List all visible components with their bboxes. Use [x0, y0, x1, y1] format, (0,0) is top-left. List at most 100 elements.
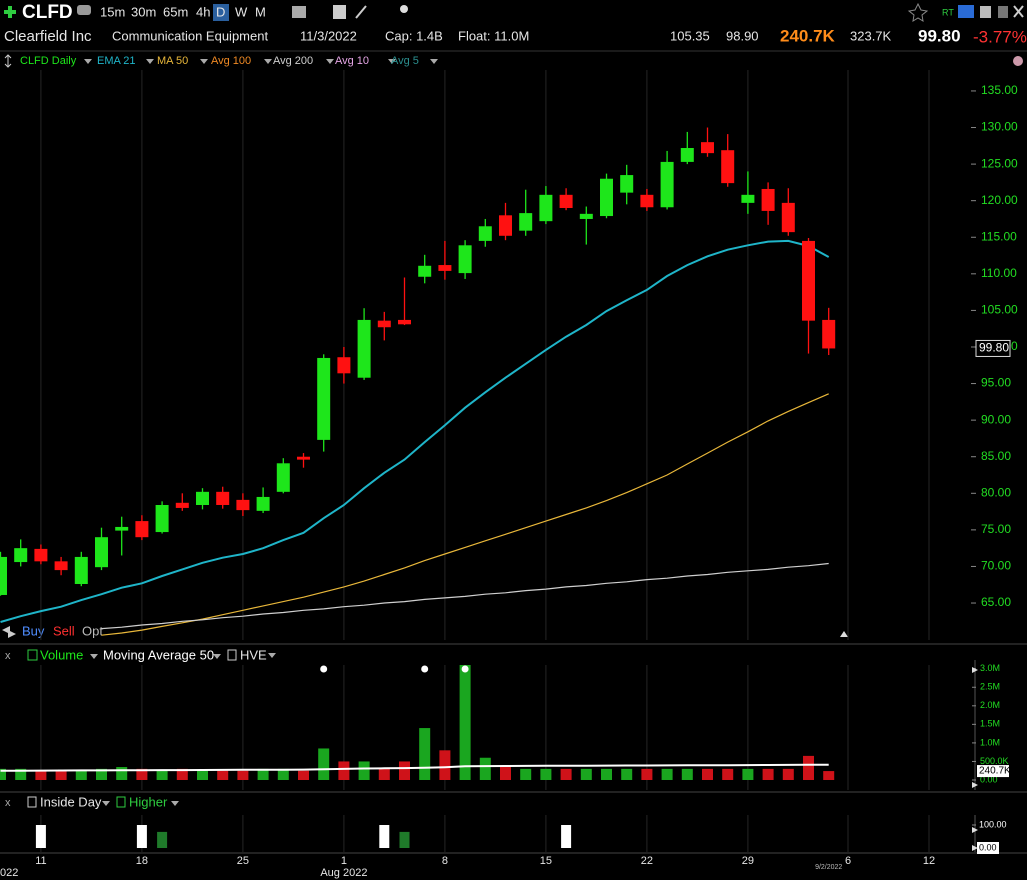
x-tick-label: 15 [540, 855, 552, 867]
candle-body [478, 226, 492, 241]
dropdown[interactable] [84, 59, 92, 64]
gear-icon[interactable] [77, 5, 91, 15]
timeframe-button[interactable]: 4h [196, 4, 210, 19]
scroll-arrow[interactable] [972, 782, 978, 788]
legend-item[interactable]: MA 50 [157, 55, 188, 67]
share-icon[interactable] [400, 5, 408, 13]
close-pane[interactable]: x [5, 797, 11, 809]
y-tick-label: 100.00 [979, 819, 1007, 829]
sell-button[interactable]: Sell [53, 623, 75, 638]
scroll-arrow[interactable] [972, 845, 978, 851]
moving-average-line [101, 562, 829, 630]
legend-item[interactable]: Inside Day [40, 794, 102, 809]
timeframe-button[interactable]: 15m [100, 4, 125, 19]
scroll-marker[interactable] [840, 631, 848, 637]
dropdown[interactable] [146, 59, 154, 64]
chart-type-icon[interactable] [292, 6, 306, 18]
y-tick-label: 125.00 [981, 156, 1018, 170]
x-tick-label: 18 [136, 855, 148, 867]
legend-item[interactable]: Moving Average 50 [103, 647, 214, 662]
legend-item[interactable]: Higher [129, 794, 168, 809]
dropdown[interactable] [102, 801, 110, 806]
volume-bar [459, 665, 471, 780]
dropdown[interactable] [326, 59, 334, 64]
y-tick-label: 0.00 [980, 774, 998, 784]
window-icon[interactable] [998, 6, 1008, 18]
y-tick-label: 70.00 [981, 559, 1011, 573]
symbol[interactable]: CLFD [22, 2, 73, 23]
legend-item[interactable]: CLFD Daily [20, 55, 77, 67]
dropdown[interactable] [171, 801, 179, 806]
options-button[interactable]: Opt [82, 623, 103, 638]
scroll-arrow[interactable] [972, 667, 978, 673]
date: 11/3/2022 [300, 28, 357, 43]
checkbox[interactable] [227, 649, 237, 661]
rt-badge[interactable]: RT [942, 7, 954, 17]
save-icon[interactable] [980, 6, 991, 18]
resize-icon[interactable] [4, 54, 12, 68]
signal-bar [157, 831, 168, 848]
timeframe-button[interactable]: D [216, 4, 225, 19]
watch-star[interactable] [907, 2, 929, 22]
legend-item[interactable]: Avg 100 [211, 55, 251, 67]
dropdown[interactable] [200, 59, 208, 64]
volume-bar [116, 767, 128, 780]
y-tick-label: 0.00 [979, 842, 997, 852]
candle-body [741, 194, 755, 203]
x-tick-label: 11 [35, 855, 46, 867]
dropdown[interactable] [213, 654, 221, 659]
legend-item[interactable]: Volume [40, 647, 83, 662]
volume-stat: 240.7K [780, 26, 836, 45]
dropdown[interactable] [430, 59, 438, 64]
stat: 323.7K [850, 28, 892, 43]
legend-item[interactable]: Avg 200 [273, 55, 313, 67]
hve-marker [461, 665, 469, 673]
scroll-arrow[interactable] [972, 827, 978, 833]
s-button[interactable] [958, 5, 974, 18]
add-icon[interactable] [4, 6, 16, 18]
palette-icon[interactable] [1013, 56, 1023, 66]
dropdown[interactable] [90, 654, 98, 659]
candle-body [640, 194, 654, 208]
candle-body [438, 265, 452, 271]
draw-icon[interactable] [355, 5, 367, 19]
candle-body [74, 556, 88, 585]
timeframe-button[interactable]: M [255, 4, 266, 19]
volume-bar [722, 768, 734, 780]
buy-button[interactable]: Buy [22, 623, 45, 638]
candle-body [256, 496, 270, 511]
candle-body [398, 319, 411, 325]
checkbox[interactable] [27, 649, 38, 661]
volume-bar [237, 770, 249, 780]
legend-item[interactable]: EMA 21 [97, 55, 136, 67]
volume-bar [358, 761, 370, 780]
candle-body [357, 319, 371, 378]
checkbox[interactable] [27, 796, 37, 808]
close-pane[interactable]: x [5, 650, 11, 662]
volume-bar [298, 770, 309, 780]
checkbox[interactable] [116, 796, 126, 808]
candle-body [276, 463, 290, 492]
dropdown[interactable] [388, 59, 396, 64]
hve-label[interactable]: HVE [240, 647, 267, 662]
legend-item[interactable]: Avg 5 [391, 55, 419, 67]
candle-body [135, 521, 149, 538]
last-price-box [975, 339, 1011, 357]
refresh-icon[interactable] [2, 626, 16, 638]
legend-item[interactable]: Avg 10 [335, 55, 369, 67]
candle-body [761, 188, 775, 211]
candle-body [721, 150, 735, 184]
volume-bar [378, 768, 390, 780]
x-tick-label: 22 [641, 855, 653, 867]
dropdown[interactable] [264, 59, 272, 64]
candle-body [458, 245, 472, 274]
timeframe-button[interactable]: W [235, 4, 248, 19]
timeframe-button[interactable]: 65m [163, 4, 188, 19]
dropdown[interactable] [268, 653, 276, 658]
timeframe-button[interactable]: 30m [131, 4, 156, 19]
study-icon[interactable] [333, 5, 346, 19]
close-icon[interactable] [1013, 5, 1024, 18]
industry: Communication Equipment [112, 28, 268, 43]
y-tick-label: 105.00 [981, 303, 1018, 317]
